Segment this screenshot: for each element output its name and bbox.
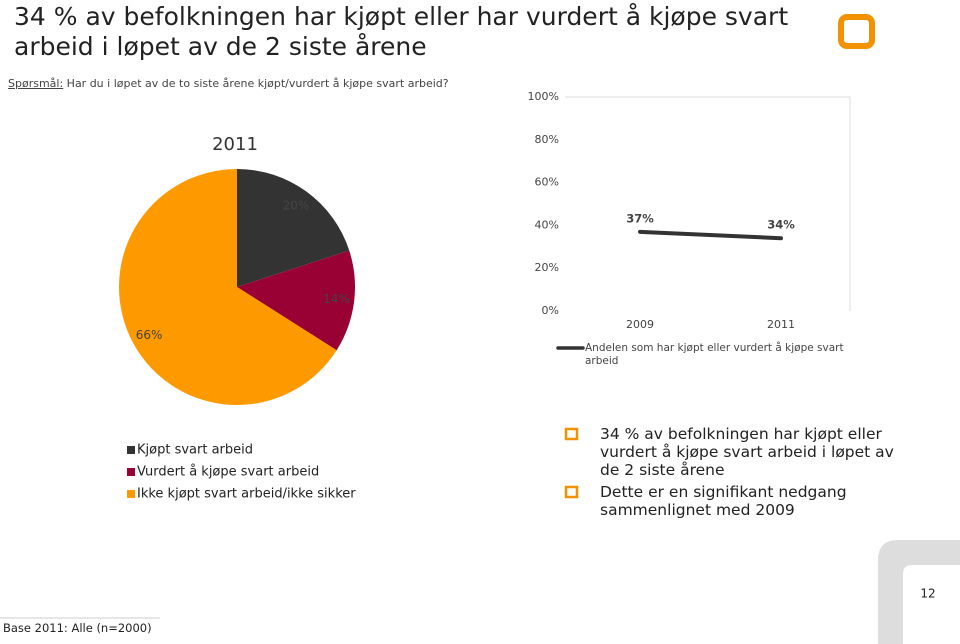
logo [838,14,875,49]
data-label: 20% [283,198,310,212]
corner-decoration [878,540,960,644]
question-label: Spørsmål: [8,77,64,90]
pie-slice [118,169,337,406]
legend-swatch [127,468,135,476]
data-label: 66% [136,328,163,342]
chart-title: 2011 [212,134,258,155]
y-tick-label: 40% [535,218,559,231]
y-tick-label: 80% [535,133,559,146]
y-tick-label: 0% [542,304,559,317]
data-label: 37% [626,211,654,225]
line [638,229,783,241]
x-tick-label: 2009 [626,318,654,331]
y-tick-label: 20% [535,261,559,274]
x-tick-label: 2011 [767,318,795,331]
legend-label: Ikke kjøpt svart arbeid/ikke sikker [137,487,356,502]
pie-slice [237,250,355,351]
legend-label: Kjøpt svart arbeid [137,443,253,458]
bullet: Dette er en signifikant nedgang sammenli… [600,483,847,519]
bullet-icon [564,427,579,441]
data-label: 34% [767,218,795,232]
bullet-icon [564,485,579,499]
y-tick-label: 100% [528,90,559,103]
legend-label: Andelen som har kjøpt eller vurdert å kj… [585,342,844,367]
pie-slice [237,169,350,287]
question: Spørsmål: Har du i løpet av de to siste … [8,77,449,90]
slide-title: 34 % av befolkningen har kjøpt eller har… [14,2,789,61]
data-label: 14% [323,292,350,306]
y-tick-label: 60% [535,176,559,189]
bullet: 34 % av befolkningen har kjøpt eller vur… [600,425,894,479]
legend-swatch [127,446,135,454]
page-number: 12 [920,587,935,601]
plot-frame [565,96,851,311]
footer: Base 2011: Alle (n=2000) [3,621,152,635]
legend-swatch [127,490,135,498]
question-text: Har du i løpet av de to siste årene kjøp… [66,77,449,90]
legend-label: Vurdert å kjøpe svart arbeid [137,465,319,480]
